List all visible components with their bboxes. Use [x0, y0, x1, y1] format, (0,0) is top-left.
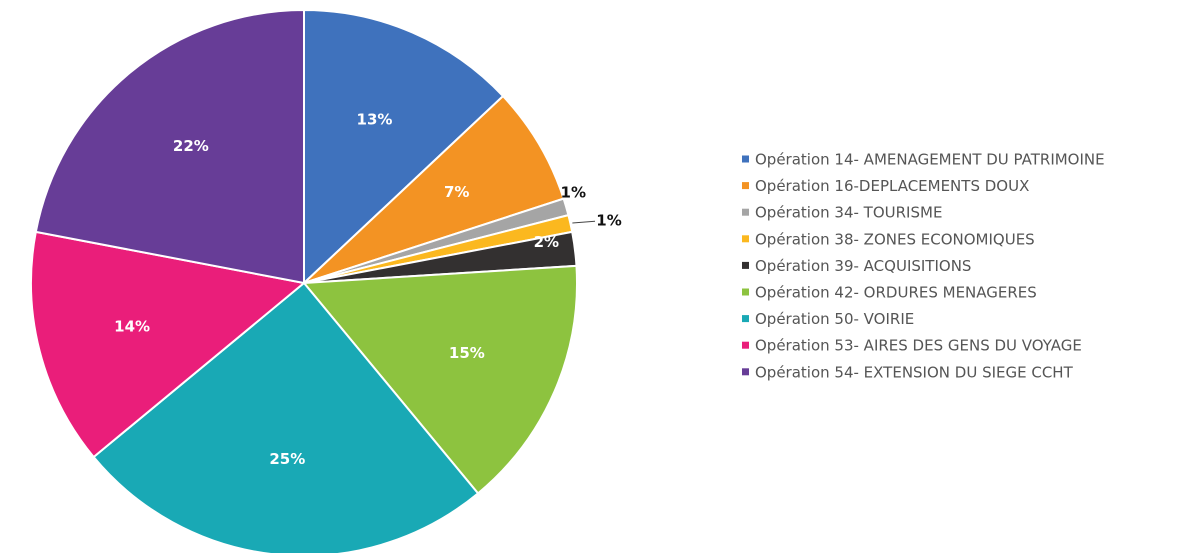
data-label: 1% [561, 183, 586, 201]
legend-swatch [742, 341, 749, 349]
data-label: 14% [114, 318, 150, 336]
legend-label: Opération 54- EXTENSION DU SIEGE CCHT [755, 363, 1074, 381]
legend-swatch [742, 315, 749, 323]
pie-slice [92, 281, 480, 553]
data-label: 2% [534, 233, 559, 251]
pie-slice [303, 8, 505, 286]
legend-swatch [742, 368, 749, 376]
legend-label: Opération 53- AIRES DES GENS DU VOYAGE [755, 337, 1082, 355]
legend-label: Opération 50- VOIRIE [755, 310, 914, 328]
pie-slice [30, 230, 307, 459]
data-label: 22% [173, 137, 209, 155]
legend-label: Opération 39- ACQUISITIONS [755, 257, 971, 275]
leader-line [572, 220, 596, 224]
legend-label: Opération 34- TOURISME [755, 204, 942, 222]
pie-slice [303, 94, 565, 284]
legend-label: Opération 16-DEPLACEMENTS DOUX [755, 177, 1029, 195]
legend-swatch [742, 235, 749, 243]
legend-label: Opération 42- ORDURES MENAGERES [755, 284, 1037, 302]
data-label: 25% [269, 450, 305, 468]
data-label: 13% [357, 111, 393, 129]
data-label: 7% [444, 183, 469, 201]
pie-slice [34, 8, 305, 285]
legend-swatch [742, 288, 749, 296]
legend-swatch [742, 182, 749, 190]
legend-label: Opération 14- AMENAGEMENT DU PATRIMOINE [755, 151, 1105, 169]
data-label: 15% [449, 344, 485, 362]
legend-swatch [742, 155, 749, 163]
pie-slice [301, 264, 578, 495]
legend-label: Opération 38- ZONES ECONOMIQUES [755, 230, 1035, 248]
legend-swatch [742, 208, 749, 216]
legend-swatch [742, 261, 749, 269]
data-label: 1% [596, 212, 621, 230]
